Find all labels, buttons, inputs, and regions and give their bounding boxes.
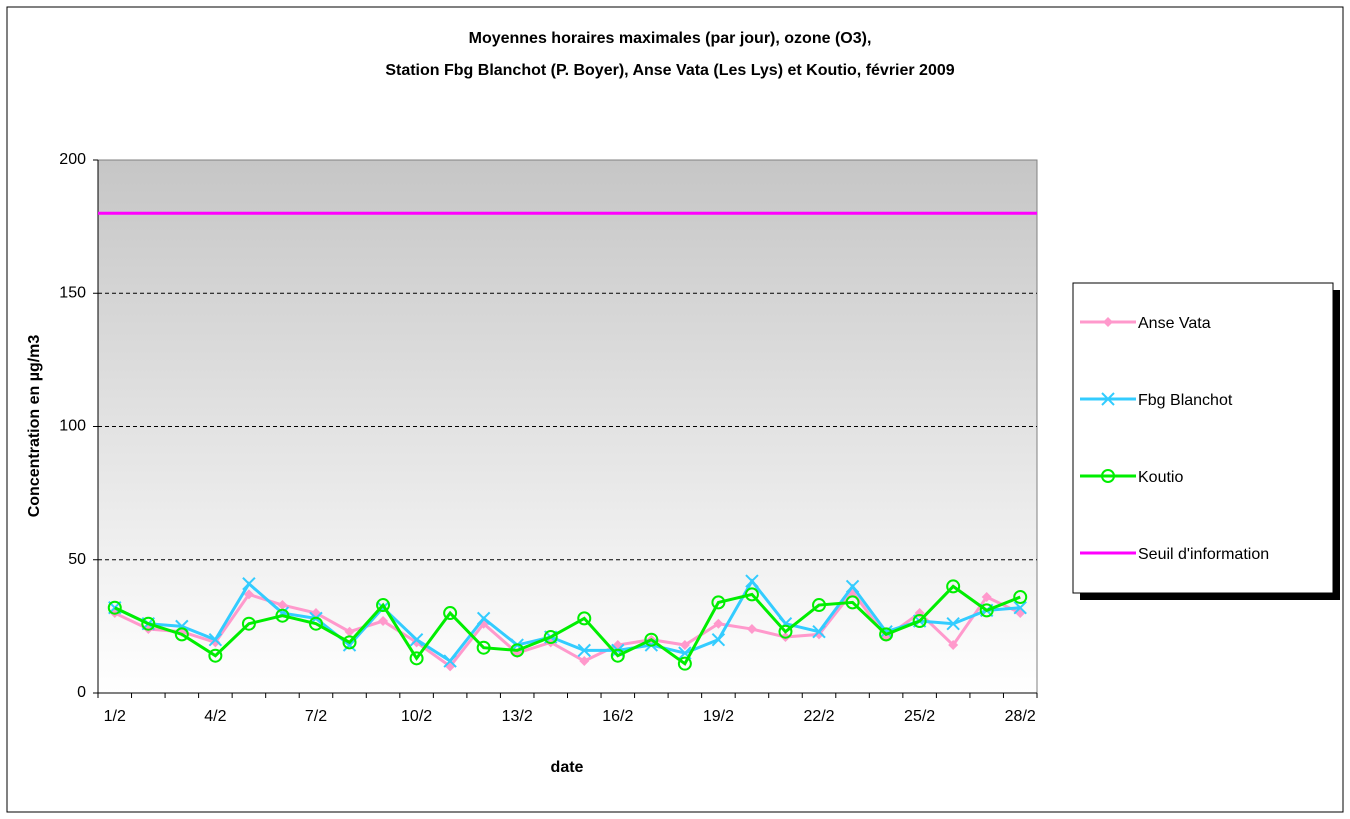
y-tick-label: 200 xyxy=(59,151,86,168)
marker xyxy=(1101,392,1115,406)
legend-label: Fbg Blanchot xyxy=(1138,392,1233,409)
marker xyxy=(713,618,724,629)
marker xyxy=(208,648,223,663)
marker xyxy=(579,656,590,667)
marker xyxy=(1103,317,1113,327)
marker xyxy=(845,579,860,594)
marker xyxy=(577,611,592,626)
marker xyxy=(275,608,290,623)
series-line xyxy=(114,584,1021,666)
marker xyxy=(979,603,994,618)
marker xyxy=(946,579,961,594)
marker xyxy=(812,624,826,639)
marker xyxy=(577,643,591,658)
marker xyxy=(376,598,391,613)
x-tick-label: 7/2 xyxy=(305,708,327,725)
marker xyxy=(912,614,927,629)
marker xyxy=(778,624,793,639)
marker xyxy=(342,635,357,650)
marker xyxy=(948,640,959,651)
x-tick-label: 1/2 xyxy=(104,708,126,725)
marker xyxy=(845,595,860,610)
marker xyxy=(141,616,156,631)
y-tick-label: 150 xyxy=(59,284,86,301)
marker xyxy=(242,577,256,591)
marker xyxy=(344,626,355,637)
marker xyxy=(981,592,992,603)
marker xyxy=(812,598,827,613)
marker xyxy=(879,624,893,639)
marker xyxy=(543,630,558,645)
x-tick-label: 25/2 xyxy=(904,708,935,725)
y-tick-label: 100 xyxy=(59,418,86,435)
x-tick-label: 22/2 xyxy=(803,708,834,725)
series-line xyxy=(114,578,1021,664)
marker xyxy=(409,632,424,647)
marker xyxy=(107,600,122,615)
marker xyxy=(679,640,690,651)
legend-label: Anse Vata xyxy=(1138,315,1211,332)
chart-title: Station Fbg Blanchot (P. Boyer), Anse Va… xyxy=(385,62,954,79)
marker xyxy=(409,651,424,666)
legend-label: Seuil d'information xyxy=(1138,546,1269,563)
marker xyxy=(745,574,759,588)
marker xyxy=(746,624,757,635)
marker xyxy=(1013,601,1027,615)
marker xyxy=(677,656,692,671)
marker xyxy=(744,587,759,602)
legend xyxy=(1072,282,1334,594)
marker xyxy=(946,617,960,631)
marker xyxy=(644,632,659,647)
x-tick-label: 28/2 xyxy=(1005,708,1036,725)
marker xyxy=(378,616,389,627)
legend-label: Koutio xyxy=(1138,469,1183,486)
marker xyxy=(1101,469,1115,483)
marker xyxy=(277,600,288,611)
marker xyxy=(476,611,491,626)
marker xyxy=(610,648,625,663)
marker xyxy=(308,616,323,631)
y-tick-label: 50 xyxy=(68,551,86,568)
y-tick-label: 0 xyxy=(77,684,86,701)
chart-title: Moyennes horaires maximales (par jour), … xyxy=(469,30,872,47)
x-axis-label: date xyxy=(551,759,584,776)
marker xyxy=(443,606,458,621)
x-tick-label: 19/2 xyxy=(703,708,734,725)
x-tick-label: 13/2 xyxy=(502,708,533,725)
marker xyxy=(1013,590,1028,605)
x-tick-label: 16/2 xyxy=(602,708,633,725)
marker xyxy=(711,632,726,647)
marker xyxy=(174,627,189,642)
marker xyxy=(241,616,256,631)
y-axis-label: Concentration en µg/m3 xyxy=(26,335,43,518)
marker xyxy=(243,589,254,600)
marker xyxy=(476,640,491,655)
marker xyxy=(711,595,726,610)
x-tick-label: 4/2 xyxy=(204,708,226,725)
marker xyxy=(208,632,223,647)
marker xyxy=(879,627,894,642)
marker xyxy=(510,643,525,658)
marker xyxy=(443,654,457,668)
x-tick-label: 10/2 xyxy=(401,708,432,725)
